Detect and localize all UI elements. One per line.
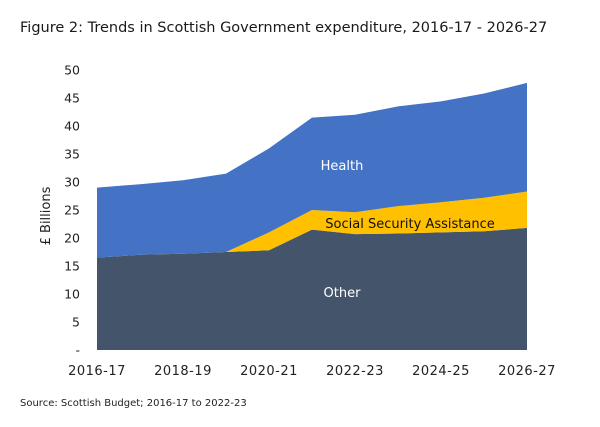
y-tick-label: 20 <box>64 231 80 246</box>
x-tick-label: 2018-19 <box>154 364 212 379</box>
y-tick-label: - <box>75 343 80 358</box>
y-tick-label: 40 <box>64 119 80 134</box>
area-series-group <box>97 82 527 350</box>
area-social-security-assistance <box>97 191 527 258</box>
y-tick-label: 35 <box>64 147 80 162</box>
y-tick-label: 10 <box>64 287 80 302</box>
x-tick-label: 2026-27 <box>498 364 556 379</box>
y-tick-label: 50 <box>64 63 80 78</box>
area-other <box>97 227 527 350</box>
y-axis: - 5 10 15 20 25 30 35 40 45 50 <box>64 63 80 358</box>
source-note: Source: Scottish Budget; 2016-17 to 2022… <box>20 398 247 409</box>
area-health <box>97 82 527 258</box>
series-label-health: Health <box>321 159 364 174</box>
y-tick-label: 45 <box>64 91 80 106</box>
x-tick-label: 2024-25 <box>412 364 470 379</box>
x-tick-label: 2022-23 <box>326 364 384 379</box>
series-label-social-security: Social Security Assistance <box>325 217 494 232</box>
y-tick-label: 25 <box>64 203 80 218</box>
chart-title: Figure 2: Trends in Scottish Government … <box>20 20 548 36</box>
y-tick-label: 30 <box>64 175 80 190</box>
y-tick-label: 5 <box>72 315 80 330</box>
y-tick-label: 15 <box>64 259 80 274</box>
series-label-other: Other <box>324 286 362 301</box>
x-tick-label: 2020-21 <box>240 364 298 379</box>
x-tick-label: 2016-17 <box>68 364 126 379</box>
x-axis: 2016-17 2018-19 2020-21 2022-23 2024-25 2026-… <box>68 364 556 379</box>
y-axis-label: £ Billions <box>39 186 54 245</box>
